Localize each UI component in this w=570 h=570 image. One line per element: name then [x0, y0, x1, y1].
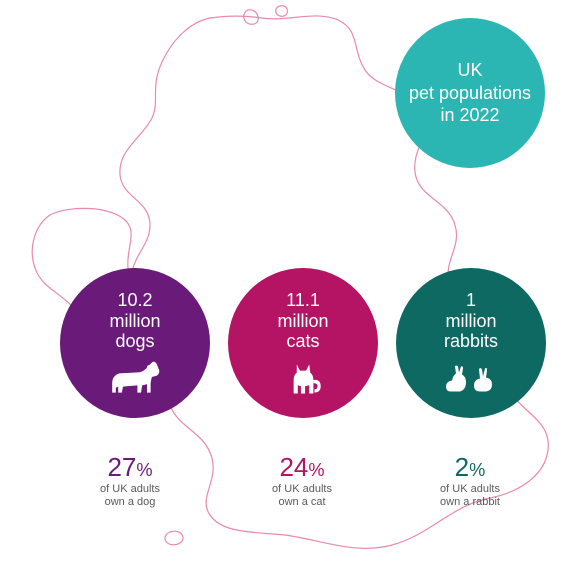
pet-label-dogs: 10.2milliondogs	[109, 290, 160, 352]
pet-unit: million	[444, 311, 498, 332]
pet-unit: million	[277, 311, 328, 332]
title-line-3: in 2022	[409, 104, 531, 127]
pet-label-cats: 11.1millioncats	[277, 290, 328, 352]
pet-count: 1	[444, 290, 498, 311]
title-line-1: UK	[409, 59, 531, 82]
stat-dogs: 27%of UK adultsown a dog	[60, 452, 200, 509]
stat-pct-value: 24	[279, 452, 308, 482]
stat-cats: 24%of UK adultsown a cat	[232, 452, 372, 509]
title-circle: UK pet populations in 2022	[395, 18, 545, 168]
pet-circle-dogs: 10.2milliondogs	[60, 268, 210, 418]
pet-circle-cats: 11.1millioncats	[228, 268, 378, 418]
stat-sub-line2: own a cat	[232, 496, 372, 509]
cat-icon	[273, 358, 333, 402]
stat-pct-cats: 24%	[232, 452, 372, 483]
pet-circle-rabbits: 1millionrabbits	[396, 268, 546, 418]
stat-sub-dogs: of UK adultsown a dog	[60, 483, 200, 509]
pet-count: 11.1	[277, 290, 328, 311]
pet-count: 10.2	[109, 290, 160, 311]
stat-sub-cats: of UK adultsown a cat	[232, 483, 372, 509]
stat-rabbits: 2%of UK adultsown a rabbit	[400, 452, 540, 509]
stat-pct-value: 2	[455, 452, 469, 482]
stat-sub-rabbits: of UK adultsown a rabbit	[400, 483, 540, 509]
percent-sign: %	[308, 460, 324, 480]
title-text: UK pet populations in 2022	[409, 59, 531, 127]
percent-sign: %	[469, 460, 485, 480]
stat-pct-rabbits: 2%	[400, 452, 540, 483]
rabbit-icon	[441, 358, 501, 402]
stat-pct-value: 27	[107, 452, 136, 482]
dog-icon	[105, 358, 165, 402]
percent-sign: %	[136, 460, 152, 480]
stat-sub-line1: of UK adults	[60, 483, 200, 496]
stat-sub-line1: of UK adults	[232, 483, 372, 496]
stat-pct-dogs: 27%	[60, 452, 200, 483]
stat-sub-line1: of UK adults	[400, 483, 540, 496]
stat-sub-line2: own a rabbit	[400, 496, 540, 509]
pet-unit: million	[109, 311, 160, 332]
pet-label-rabbits: 1millionrabbits	[444, 290, 498, 352]
title-line-2: pet populations	[409, 82, 531, 105]
stat-sub-line2: own a dog	[60, 496, 200, 509]
pet-name: dogs	[109, 331, 160, 352]
pet-name: rabbits	[444, 331, 498, 352]
pet-name: cats	[277, 331, 328, 352]
